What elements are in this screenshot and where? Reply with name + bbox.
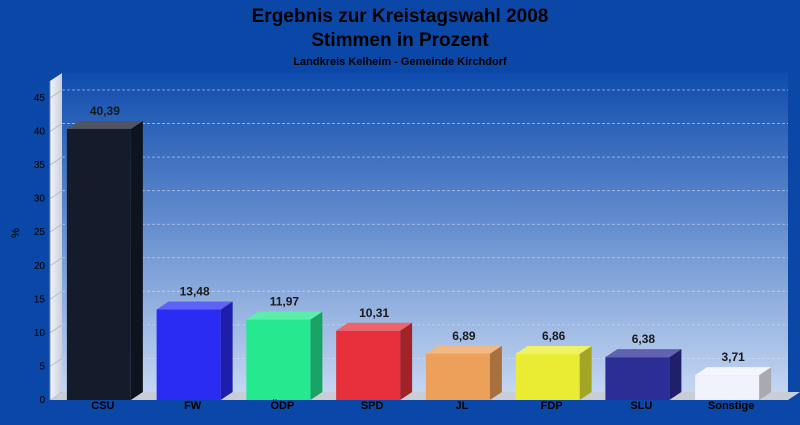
chart-title: Ergebnis zur Kreistagswahl 2008	[252, 6, 549, 27]
chart-subtitle: Stimmen in Prozent	[311, 30, 489, 51]
y-tick-label: 5	[39, 361, 45, 372]
y-tick-label: 45	[34, 93, 46, 104]
chart-caption: Landkreis Kelheim - Gemeinde Kirchdorf	[293, 56, 507, 68]
bar-top	[515, 345, 592, 354]
y-tick-label: 0	[39, 395, 45, 406]
x-tick-label: CSU	[91, 400, 114, 412]
bar-side	[579, 345, 592, 400]
gridline-side	[49, 123, 63, 132]
gridline-side	[49, 291, 63, 300]
bar	[156, 309, 221, 400]
y-tick-label: 30	[34, 194, 46, 205]
y-tick-label: 40	[34, 127, 46, 138]
gridline-side	[49, 156, 63, 166]
gridline-side	[49, 223, 63, 233]
data-label: 6,38	[632, 332, 656, 346]
bar-top	[66, 120, 143, 129]
y-tick-label: 20	[34, 261, 46, 272]
data-label: 6,89	[452, 329, 476, 343]
y-tick-label: 25	[34, 227, 46, 238]
bar-top	[156, 301, 233, 310]
y-tick-label: 15	[34, 294, 46, 305]
bar	[66, 128, 131, 400]
bar-top	[605, 349, 682, 358]
data-label: 3,71	[721, 350, 745, 364]
plot-side-wall	[50, 73, 62, 400]
x-tick-label: JL	[455, 400, 468, 412]
y-tick-label: 10	[34, 328, 46, 339]
data-label: 40,39	[90, 104, 120, 118]
bar	[605, 357, 670, 400]
bar-side	[130, 120, 143, 400]
bar-top	[336, 322, 413, 331]
bar-side	[310, 311, 323, 400]
x-tick-label: SPD	[361, 400, 384, 412]
data-label: 10,31	[359, 306, 389, 320]
gridline-side	[49, 257, 63, 267]
bar-side	[669, 349, 682, 400]
data-label: 11,97	[270, 295, 300, 309]
data-label: 13,48	[180, 285, 210, 299]
gridline-side	[49, 324, 63, 334]
y-tick-label: 35	[34, 160, 46, 171]
x-tick-label: Sonstige	[708, 400, 754, 412]
bar-top	[246, 311, 323, 320]
bar	[336, 330, 401, 400]
data-label: 6,86	[542, 329, 566, 343]
gridline-side	[49, 358, 63, 367]
bar-side	[220, 301, 233, 400]
bar	[425, 353, 490, 400]
bar	[695, 375, 760, 400]
bar-side	[489, 345, 502, 400]
bar	[246, 319, 311, 400]
plot-area: 0 5 10 15 20 25 30 35 40 45 40,39 CSU 13,48 FW 11,97 ÖD…	[34, 73, 800, 412]
x-tick-label: ÖDP	[270, 399, 294, 412]
bar	[515, 353, 580, 400]
bar-side	[759, 367, 772, 400]
bar-top	[425, 345, 502, 354]
x-tick-label: FDP	[541, 400, 563, 412]
bar-side	[400, 322, 413, 400]
x-tick-label: FW	[184, 400, 202, 412]
bar-top	[695, 367, 772, 376]
gridline-side	[49, 190, 63, 199]
y-axis-label: %	[10, 228, 22, 238]
gridline-side	[49, 89, 63, 99]
x-tick-label: SLU	[630, 400, 652, 412]
